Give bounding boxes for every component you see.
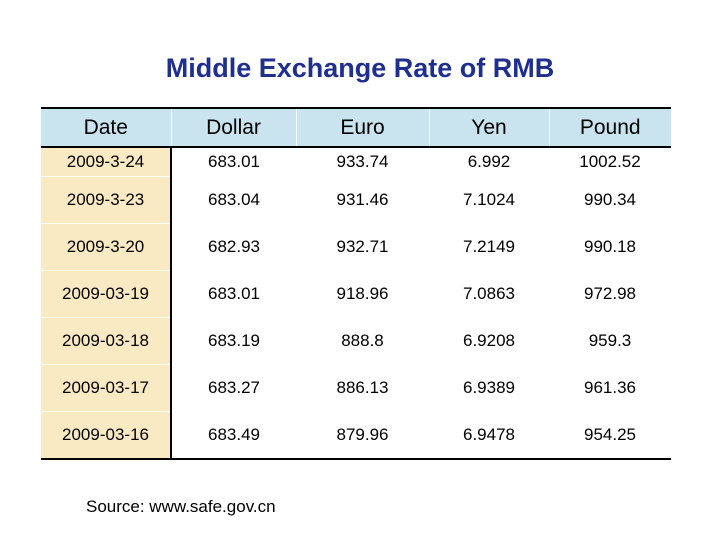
table-row: 2009-3-20 682.93 932.71 7.2149 990.18 xyxy=(41,223,671,271)
dollar-cell: 683.27 xyxy=(171,364,296,412)
date-cell: 2009-03-16 xyxy=(41,411,172,460)
euro-cell: 888.8 xyxy=(296,317,429,365)
dollar-cell: 683.04 xyxy=(171,176,296,224)
header-dollar: Dollar xyxy=(170,107,296,148)
yen-cell: 6.9478 xyxy=(429,411,549,460)
pound-cell: 959.3 xyxy=(549,317,671,365)
header-euro: Euro xyxy=(295,107,429,148)
euro-cell: 879.96 xyxy=(296,411,429,460)
table-row: 2009-3-24 683.01 933.74 6.992 1002.52 xyxy=(41,147,671,177)
euro-cell: 932.71 xyxy=(296,223,429,271)
date-cell: 2009-03-17 xyxy=(41,364,172,412)
date-cell: 2009-3-24 xyxy=(41,147,172,177)
euro-cell: 886.13 xyxy=(296,364,429,412)
table-row: 2009-03-17 683.27 886.13 6.9389 961.36 xyxy=(41,364,671,412)
yen-cell: 7.1024 xyxy=(429,176,549,224)
header-date: Date xyxy=(41,107,171,148)
pound-cell: 990.34 xyxy=(549,176,671,224)
dollar-cell: 683.19 xyxy=(171,317,296,365)
dollar-cell: 683.01 xyxy=(171,270,296,318)
pound-cell: 972.98 xyxy=(549,270,671,318)
date-cell: 2009-3-23 xyxy=(41,176,172,224)
euro-cell: 918.96 xyxy=(296,270,429,318)
table-row: 2009-03-16 683.49 879.96 6.9478 954.25 xyxy=(41,411,671,460)
page-title: Middle Exchange Rate of RMB xyxy=(165,53,555,83)
source-note: Source: www.safe.gov.cn xyxy=(86,497,276,516)
dollar-cell: 683.49 xyxy=(171,411,296,460)
exchange-rate-table: Date Dollar Euro Yen Pound 2009-3-24 683… xyxy=(41,107,671,460)
header-yen: Yen xyxy=(428,107,549,148)
pound-cell: 990.18 xyxy=(549,223,671,271)
dollar-cell: 682.93 xyxy=(171,223,296,271)
date-cell: 2009-03-19 xyxy=(41,270,172,318)
yen-cell: 6.9389 xyxy=(429,364,549,412)
yen-cell: 7.2149 xyxy=(429,223,549,271)
pound-cell: 961.36 xyxy=(549,364,671,412)
table-row: 2009-03-19 683.01 918.96 7.0863 972.98 xyxy=(41,270,671,318)
table-row: 2009-03-18 683.19 888.8 6.9208 959.3 xyxy=(41,317,671,365)
pound-cell: 954.25 xyxy=(549,411,671,460)
date-cell: 2009-3-20 xyxy=(41,223,172,271)
yen-cell: 6.9208 xyxy=(429,317,549,365)
date-cell: 2009-03-18 xyxy=(41,317,172,365)
euro-cell: 933.74 xyxy=(296,147,429,177)
header-pound: Pound xyxy=(548,107,671,148)
yen-cell: 6.992 xyxy=(429,147,549,177)
dollar-cell: 683.01 xyxy=(171,147,296,177)
pound-cell: 1002.52 xyxy=(549,147,671,177)
euro-cell: 931.46 xyxy=(296,176,429,224)
yen-cell: 7.0863 xyxy=(429,270,549,318)
table-row: 2009-3-23 683.04 931.46 7.1024 990.34 xyxy=(41,176,671,224)
table-header-row: Date Dollar Euro Yen Pound xyxy=(41,107,671,148)
